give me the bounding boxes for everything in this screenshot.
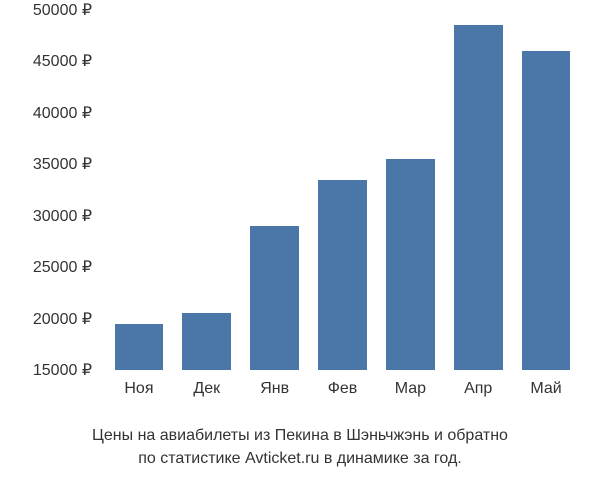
chart-bar [318,180,367,370]
y-tick-label: 40000 ₽ [33,103,92,123]
x-tick-label: Ноя [124,380,153,398]
x-tick-label: Апр [464,380,492,398]
y-tick-label: 25000 ₽ [33,257,92,277]
x-tick-label: Май [530,380,561,398]
x-tick-label: Дек [193,380,220,398]
chart-bar [182,313,231,370]
y-tick-label: 35000 ₽ [33,154,92,174]
y-tick-label: 50000 ₽ [33,0,92,20]
price-chart: 15000 ₽ 20000 ₽ 25000 ₽ 30000 ₽ 35000 ₽ 40000… [20,10,580,410]
chart-caption: Цены на авиабилеты из Пекина в Шэньчжэнь… [0,425,600,470]
chart-bar [115,324,164,370]
chart-bar [454,25,503,370]
x-tick-label: Мар [395,380,426,398]
plot-area [105,10,580,370]
x-axis: Ноя Дек Янв Фев Мар Апр Май [105,375,580,405]
chart-bar [386,159,435,370]
y-tick-label: 20000 ₽ [33,309,92,329]
chart-bar [250,226,299,370]
caption-line-2: по статистике Avticket.ru в динамике за … [0,448,600,470]
chart-bar [522,51,571,370]
x-tick-label: Янв [260,380,289,398]
y-axis: 15000 ₽20000 ₽25000 ₽30000 ₽35000 ₽40000… [20,10,100,370]
x-tick-label: Фев [328,380,358,398]
caption-line-1: Цены на авиабилеты из Пекина в Шэньчжэнь… [0,425,600,447]
y-tick-label: 45000 ₽ [33,51,92,71]
y-tick-label: 15000 ₽ [33,360,92,380]
y-tick-label: 30000 ₽ [33,206,92,226]
